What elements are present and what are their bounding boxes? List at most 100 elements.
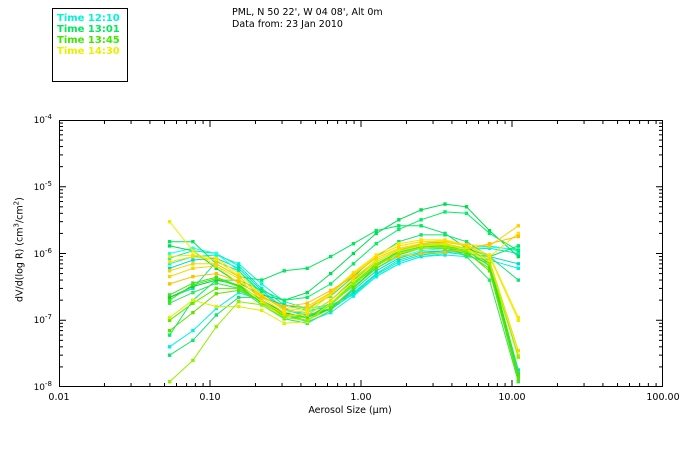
data-point xyxy=(329,290,333,295)
data-point xyxy=(214,264,218,268)
x-tick-label: 1.00 xyxy=(350,392,372,403)
data-point xyxy=(351,242,356,246)
data-point xyxy=(487,264,492,268)
data-point xyxy=(419,246,423,250)
data-point xyxy=(191,281,195,285)
data-point xyxy=(191,283,195,287)
data-point xyxy=(282,304,286,309)
data-point xyxy=(487,242,492,246)
data-point xyxy=(443,210,447,214)
data-point xyxy=(351,288,356,293)
data-point xyxy=(237,264,241,268)
data-point xyxy=(305,266,309,270)
data-point xyxy=(351,282,356,286)
data-point xyxy=(419,208,423,212)
data-point xyxy=(443,250,447,254)
data-series-group xyxy=(167,202,520,384)
data-point xyxy=(237,288,241,293)
data-point xyxy=(419,233,423,237)
data-point xyxy=(260,303,264,307)
legend-item-3: Time 14:30 xyxy=(57,46,120,57)
data-point xyxy=(351,274,356,279)
data-point xyxy=(464,243,469,247)
data-series xyxy=(167,245,520,382)
data-point xyxy=(516,254,520,259)
data-point xyxy=(167,282,172,286)
data-point xyxy=(351,262,356,266)
data-point xyxy=(282,310,286,315)
data-point xyxy=(282,269,286,273)
data-point xyxy=(167,262,172,266)
data-point xyxy=(443,245,447,249)
data-point xyxy=(191,301,195,305)
data-point xyxy=(397,244,401,248)
data-point xyxy=(282,308,286,313)
data-point xyxy=(191,358,195,363)
data-point xyxy=(214,275,218,279)
data-point xyxy=(443,243,447,247)
data-point xyxy=(516,375,520,379)
data-point xyxy=(305,318,309,322)
data-point xyxy=(419,240,423,244)
data-point xyxy=(464,205,469,209)
data-point xyxy=(487,269,492,273)
data-point xyxy=(305,308,309,313)
data-point xyxy=(167,254,172,259)
data-point xyxy=(397,254,401,259)
data-point xyxy=(191,254,195,259)
data-point xyxy=(516,353,520,357)
data-point xyxy=(516,244,520,248)
data-point xyxy=(374,258,378,262)
data-point xyxy=(167,240,172,244)
data-point xyxy=(419,251,423,256)
data-point xyxy=(329,254,333,259)
data-point xyxy=(214,258,218,262)
data-point xyxy=(237,279,241,284)
data-point xyxy=(167,251,172,256)
data-point xyxy=(516,355,520,359)
y-tick-label: 10-5 xyxy=(33,179,52,193)
data-point xyxy=(237,299,241,304)
data-point xyxy=(374,228,378,233)
data-point xyxy=(191,240,195,244)
data-point xyxy=(237,274,241,279)
data-point xyxy=(351,292,356,296)
data-point xyxy=(374,274,378,279)
data-point xyxy=(329,310,333,315)
data-point xyxy=(487,254,492,259)
x-tick-label: 100.00 xyxy=(646,392,680,403)
data-point xyxy=(516,349,520,353)
data-point xyxy=(516,318,520,322)
y-axis-label: dV/d(log R) (cm3/cm2) xyxy=(12,197,26,302)
data-point xyxy=(167,345,172,349)
data-point xyxy=(237,266,241,270)
data-point xyxy=(191,328,195,333)
data-point xyxy=(374,231,378,236)
data-point xyxy=(237,276,241,281)
data-point xyxy=(214,271,218,276)
data-point xyxy=(487,244,492,248)
x-tick-label: 0.10 xyxy=(199,392,221,403)
data-point xyxy=(397,227,401,232)
data-point xyxy=(487,260,492,264)
data-point xyxy=(305,306,309,311)
data-point xyxy=(167,274,172,279)
data-point xyxy=(329,303,333,307)
data-point xyxy=(516,234,520,239)
data-point xyxy=(516,249,520,253)
data-point xyxy=(260,308,264,313)
chart-header: PML, N 50 22', W 04 08', Alt 0m Data fro… xyxy=(232,7,383,31)
data-point xyxy=(191,274,195,279)
data-point xyxy=(374,260,378,264)
data-point xyxy=(237,271,241,276)
data-point xyxy=(397,260,401,264)
data-point xyxy=(374,242,378,246)
data-point xyxy=(397,242,401,246)
data-point xyxy=(167,333,172,337)
data-point xyxy=(214,266,218,270)
data-point xyxy=(351,279,356,284)
data-point xyxy=(191,338,195,342)
data-point xyxy=(214,260,218,264)
data-point xyxy=(464,240,469,244)
